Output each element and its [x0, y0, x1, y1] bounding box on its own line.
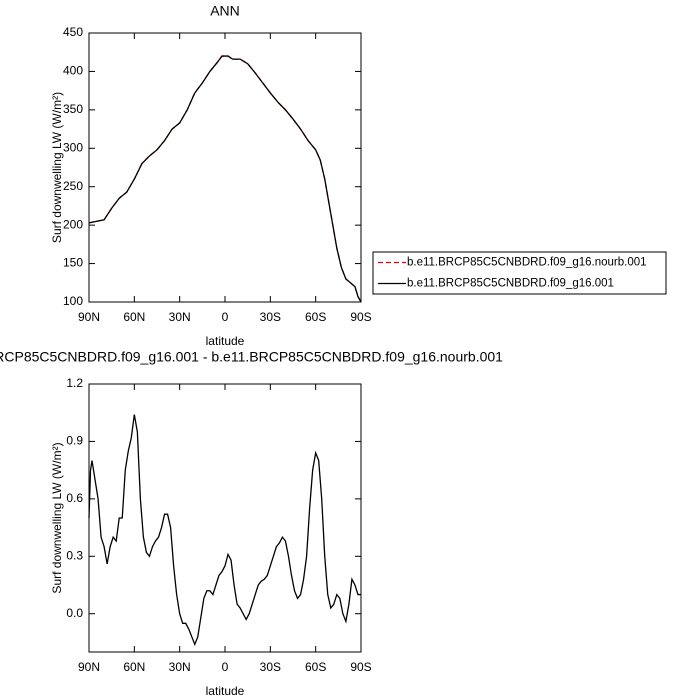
y-tick-label: 150	[63, 256, 83, 270]
data-line	[88, 55, 362, 303]
data-line	[88, 414, 361, 647]
plot-frame	[88, 32, 362, 303]
y-tick-label: 450	[63, 25, 83, 39]
y-tick-label: 250	[63, 179, 83, 193]
x-tick-label: 30S	[260, 660, 281, 674]
x-tick-label: 30N	[169, 660, 191, 674]
y-tick-label: 400	[63, 64, 83, 78]
y-axis-label: Surf downwelling LW (W/m²)	[50, 442, 64, 593]
y-tick-label: 0.9	[66, 434, 83, 448]
y-tick-label: 0.0	[66, 606, 83, 620]
legend-box	[372, 251, 667, 295]
plot-frame	[88, 383, 362, 653]
x-tick-label: 60N	[123, 310, 145, 324]
data-line	[88, 55, 362, 303]
x-tick-label: 90S	[350, 660, 371, 674]
y-tick-label: 300	[63, 140, 83, 154]
x-tick-label: 90N	[78, 310, 100, 324]
x-tick-label: 0	[222, 660, 229, 674]
x-tick-label: 60N	[123, 660, 145, 674]
x-axis-label: latitude	[206, 684, 245, 698]
y-tick-label: 200	[63, 217, 83, 231]
x-tick-label: 90S	[350, 310, 371, 324]
y-tick-label: 100	[63, 294, 83, 308]
y-tick-label: 350	[63, 102, 83, 116]
x-tick-label: 30S	[260, 310, 281, 324]
chart-title: b.e11.BRCP85C5CNBDRD.f09_g16.001 - b.e11…	[0, 349, 503, 365]
x-tick-label: 0	[222, 310, 229, 324]
chart-title: ANN	[210, 3, 240, 19]
x-tick-label: 60S	[305, 660, 326, 674]
x-tick-label: 60S	[305, 310, 326, 324]
x-tick-label: 30N	[169, 310, 191, 324]
legend-label: b.e11.BRCP85C5CNBDRD.f09_g16.nourb.001	[407, 257, 647, 269]
y-tick-label: 0.6	[66, 491, 83, 505]
y-tick-label: 1.2	[66, 376, 83, 390]
x-tick-label: 90N	[78, 660, 100, 674]
y-tick-label: 0.3	[66, 548, 83, 562]
x-axis-label: latitude	[206, 334, 245, 348]
y-axis-label: Surf downwelling LW (W/m²)	[50, 92, 64, 243]
legend-label: b.e11.BRCP85C5CNBDRD.f09_g16.001	[407, 278, 614, 290]
